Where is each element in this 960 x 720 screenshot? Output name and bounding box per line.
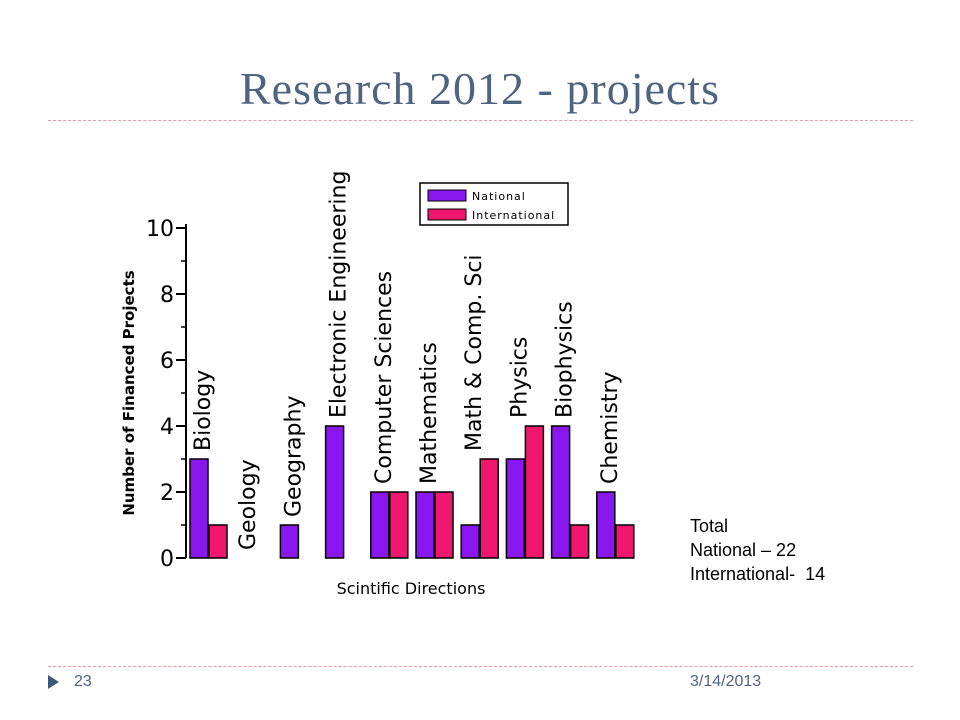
bar-international bbox=[479, 458, 499, 559]
category-label: Physics bbox=[507, 337, 532, 418]
bar-international bbox=[524, 425, 545, 559]
category-label: Biophysics bbox=[553, 301, 578, 418]
totals-heading: Total bbox=[690, 516, 729, 536]
bar-national bbox=[596, 491, 616, 559]
bar-national bbox=[505, 458, 526, 559]
legend-swatch bbox=[427, 208, 467, 221]
legend-swatch bbox=[427, 189, 467, 202]
footer-divider bbox=[48, 666, 913, 667]
y-tick-label: 0 bbox=[160, 547, 174, 572]
totals-box: Total National – 22 International- 14 bbox=[690, 514, 825, 586]
title-divider bbox=[48, 120, 913, 121]
legend-label: International bbox=[472, 209, 555, 222]
y-tick-label: 2 bbox=[160, 481, 174, 506]
y-tick-label: 8 bbox=[160, 283, 174, 308]
category-label: Mathematics bbox=[417, 342, 442, 484]
bar-international bbox=[569, 524, 590, 559]
totals-international: International- 14 bbox=[690, 564, 826, 584]
bar-international bbox=[389, 491, 409, 559]
bar-international bbox=[208, 524, 228, 559]
bar-international bbox=[434, 491, 454, 559]
category-label: Chemistry bbox=[598, 371, 623, 484]
bar-national bbox=[189, 458, 209, 559]
bar-national bbox=[324, 425, 345, 559]
category-label: Biology bbox=[191, 370, 216, 451]
y-tick-label: 6 bbox=[160, 349, 174, 374]
category-label: Geography bbox=[281, 396, 306, 517]
totals-national: National – 22 bbox=[690, 540, 797, 560]
category-label: Geology bbox=[236, 459, 261, 550]
y-tick-label: 10 bbox=[146, 217, 174, 242]
footer-date: 3/14/2013 bbox=[690, 673, 762, 690]
page-number: 23 bbox=[74, 673, 92, 690]
y-tick-label: 4 bbox=[160, 415, 174, 440]
bar-national bbox=[460, 524, 480, 559]
bar-international bbox=[615, 524, 635, 559]
bar-national bbox=[550, 425, 571, 559]
slide-title: Research 2012 - projects bbox=[239, 63, 720, 114]
bar-national bbox=[370, 491, 390, 559]
bar-national bbox=[279, 524, 300, 559]
y-axis-label: Number of Financed Projects bbox=[120, 270, 138, 515]
category-label: Electronic Engineering bbox=[327, 171, 352, 418]
category-label: Computer Sciences bbox=[372, 271, 397, 484]
x-axis-label: Scintific Directions bbox=[337, 579, 486, 598]
bar-national bbox=[415, 491, 435, 559]
legend-label: National bbox=[472, 190, 526, 203]
footer-bullet-icon bbox=[48, 675, 59, 689]
category-label: Math & Comp. Sci bbox=[462, 254, 487, 451]
